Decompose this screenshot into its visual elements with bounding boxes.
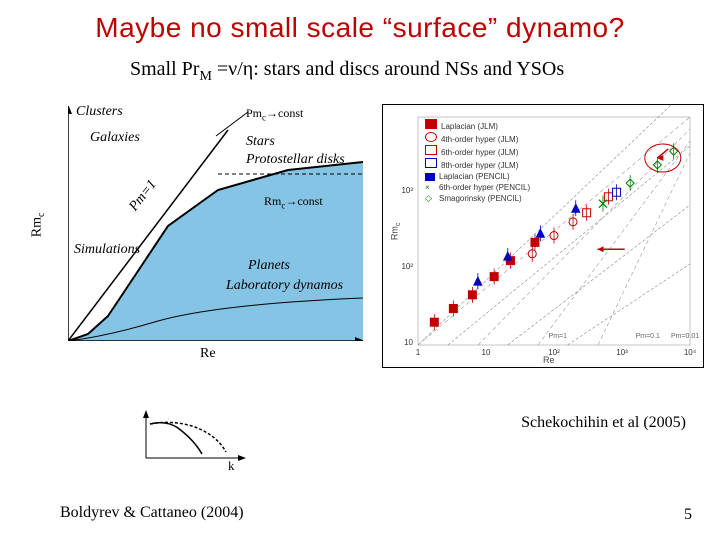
legend-item: ▲Laplacian (PENCIL)	[425, 171, 530, 182]
rp-xlabel: Re	[543, 355, 555, 365]
svg-text:10: 10	[482, 348, 491, 357]
legend-label: Laplacian (PENCIL)	[439, 172, 510, 181]
legend-item: 6th-order hyper (JLM)	[425, 145, 530, 158]
left-yaxis-rm: Rm	[29, 217, 44, 237]
label-labdyn: Laboratory dynamos	[226, 278, 343, 294]
citation-schekochihin: Schekochihin et al (2005)	[521, 414, 686, 432]
page-number: 5	[684, 506, 692, 524]
label-pmc: Pmc→const	[246, 106, 303, 122]
left-yaxis-label: Rmc	[29, 213, 47, 238]
svg-text:10: 10	[404, 338, 413, 347]
svg-text:Pm=1: Pm=1	[549, 333, 568, 340]
left-xaxis-label: Re	[200, 346, 216, 362]
spec-x-label: k	[228, 458, 235, 474]
spectrum-sketch: k	[138, 410, 248, 470]
svg-text:10⁴: 10⁴	[684, 348, 697, 357]
label-galaxies: Galaxies	[90, 130, 140, 146]
subtitle-mid: =ν/η: stars and discs around NSs and YSO…	[217, 58, 564, 80]
chart-area: Rmc Clusters	[10, 96, 710, 406]
svg-text:Pm=0.01: Pm=0.01	[671, 333, 699, 340]
legend-label: 8th-order hyper (JLM)	[441, 161, 518, 170]
svg-text:10³: 10³	[616, 348, 628, 357]
citation-boldyrev: Boldyrev & Cattaneo (2004)	[60, 504, 244, 522]
legend-label: 6th-order hyper (PENCIL)	[439, 183, 530, 192]
left-regime-diagram: Rmc Clusters	[30, 106, 370, 366]
left-plot-box: Clusters Galaxies Pm=1 Stars Protostella…	[68, 106, 363, 341]
rp-ylabel: Rmc	[389, 223, 402, 241]
spec-y-arrow	[143, 410, 149, 418]
pmc-line	[216, 112, 248, 136]
legend-item: 8th-order hyper (JLM)	[425, 158, 530, 171]
label-simulations: Simulations	[74, 242, 140, 258]
right-scatter-plot: Pm=1Pm=0.1Pm=0.01 11010²10³10⁴1010²10³ R…	[382, 104, 704, 368]
legend-item: ◇Smagorinsky (PENCIL)	[425, 193, 530, 204]
slide-title: Maybe no small scale “surface” dynamo?	[0, 0, 720, 44]
svg-text:10²: 10²	[401, 262, 413, 271]
svg-text:Pm=0.1: Pm=0.1	[636, 333, 660, 340]
subtitle-sub: M	[199, 69, 211, 84]
legend-label: Laplacian (JLM)	[441, 122, 498, 131]
label-clusters: Clusters	[76, 104, 123, 120]
label-rmc: Rmc→const	[264, 194, 323, 210]
left-yaxis-sub: c	[36, 213, 47, 217]
subtitle-prefix: Small Pr	[130, 58, 199, 80]
label-planets: Planets	[248, 258, 290, 274]
y-axis-arrowhead	[68, 106, 72, 114]
rp-legend: Laplacian (JLM) 4th-order hyper (JLM) 6th-…	[425, 119, 530, 204]
svg-text:10³: 10³	[401, 186, 413, 195]
subtitle: Small PrM =ν/η: stars and discs around N…	[0, 44, 720, 85]
legend-label: 4th-order hyper (JLM)	[441, 135, 518, 144]
legend-label: Smagorinsky (PENCIL)	[439, 194, 522, 203]
label-protodisks: Protostellar disks	[246, 152, 345, 168]
spec-curve-1	[150, 423, 202, 454]
label-stars: Stars	[246, 134, 275, 150]
svg-text:1: 1	[416, 348, 421, 357]
legend-item: 4th-order hyper (JLM)	[425, 132, 530, 145]
legend-label: 6th-order hyper (JLM)	[441, 148, 518, 157]
legend-item: ×6th-order hyper (PENCIL)	[425, 182, 530, 193]
spec-x-arrow	[238, 455, 246, 461]
legend-item: Laplacian (JLM)	[425, 119, 530, 132]
